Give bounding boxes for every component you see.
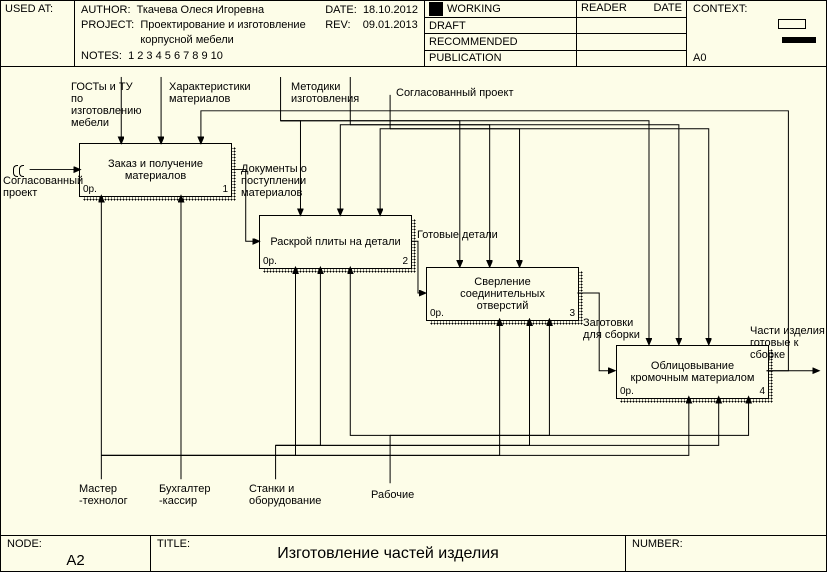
notes-label: NOTES: xyxy=(81,50,122,62)
title-value: Изготовление частей изделия xyxy=(157,545,619,563)
node-value: A2 xyxy=(7,552,144,569)
hdr-status: WORKING DRAFT RECOMMENDED PUBLICATION xyxy=(425,1,577,66)
hdr-context: CONTEXT: A0 xyxy=(687,1,826,66)
date-label: DATE: xyxy=(325,4,357,16)
ftr-title: TITLE: Изготовление частей изделия xyxy=(151,536,626,571)
title-label: TITLE: xyxy=(157,538,190,550)
node-label: NODE: xyxy=(7,538,42,550)
status-draft: DRAFT xyxy=(429,20,466,32)
footer: NODE: A2 TITLE: Изготовление частей изде… xyxy=(1,535,826,571)
status-recommended: RECOMMENDED xyxy=(429,36,518,48)
hdr-used-at: USED AT: xyxy=(1,1,75,66)
project-label: PROJECT: xyxy=(81,19,134,31)
status-working: WORKING xyxy=(447,3,501,15)
rev-value: 09.01.2013 xyxy=(363,19,418,31)
rev-label: REV: xyxy=(325,19,350,31)
context-label: CONTEXT: xyxy=(693,3,747,15)
reader-date-label: DATE xyxy=(653,2,682,16)
ftr-number: NUMBER: xyxy=(626,536,826,571)
date-value: 18.10.2012 xyxy=(363,4,418,16)
context-code: A0 xyxy=(693,52,706,64)
arrows-layer xyxy=(1,67,826,535)
status-publication: PUBLICATION xyxy=(429,52,502,64)
hdr-meta: AUTHOR: Ткачева Олеся Игоревна PROJECT: … xyxy=(75,1,425,66)
reader-label: READER xyxy=(581,2,627,16)
notes-value: 1 2 3 4 5 6 7 8 9 10 xyxy=(128,50,223,62)
header: USED AT: AUTHOR: Ткачева Олеся Игоревна … xyxy=(1,1,826,67)
idef0-frame: USED AT: AUTHOR: Ткачева Олеся Игоревна … xyxy=(0,0,827,572)
project-value: Проектирование и изготовление корпусной … xyxy=(140,18,340,48)
context-box-icon xyxy=(778,19,806,29)
context-bar-icon xyxy=(782,37,816,43)
ftr-node: NODE: A2 xyxy=(1,536,151,571)
author-value: Ткачева Олеся Игоревна xyxy=(137,4,264,16)
hdr-reader: READER DATE xyxy=(577,1,687,66)
status-current-marker xyxy=(429,2,443,16)
number-label: NUMBER: xyxy=(632,538,683,550)
diagram-canvas: Заказ и получение материалов 0р. 1 Раскр… xyxy=(1,67,826,535)
author-label: AUTHOR: xyxy=(81,4,131,16)
